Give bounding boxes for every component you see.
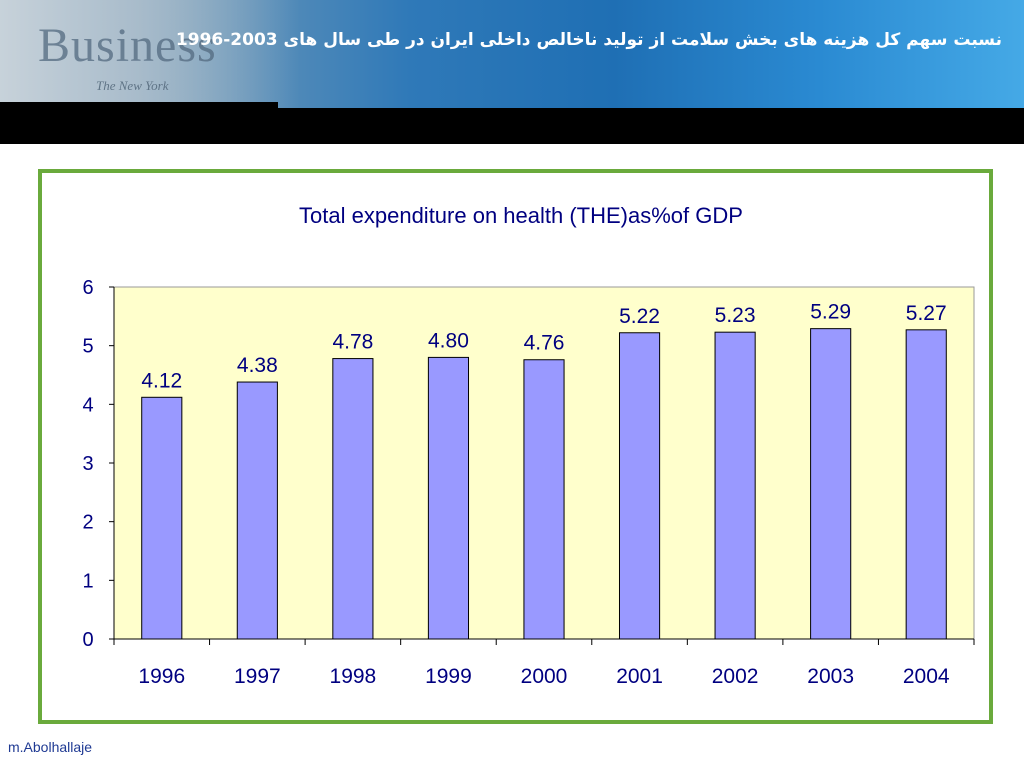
x-axis: 1996 1997 1998 1999 2000 2001 2002 2003 2004 [113,638,975,688]
bar [236,381,278,640]
banner-newspaper-image: Business The New York [0,0,300,108]
y-tick-label: 4 [82,394,93,416]
header-banner: Business The New York نسبت سهم کل هزینه … [0,0,1024,108]
y-axis: 0 1 2 3 4 5 6 [82,277,115,651]
bar [427,356,470,640]
footer-credit: m.Abolhallaje [8,739,93,755]
chart-title: Total expenditure on health (THE)as%of G… [299,203,743,228]
bar [141,396,183,640]
bar-value-label: 4.12 [141,369,182,392]
bar-value-label: 5.27 [906,302,947,325]
y-tick-label: 6 [82,277,93,299]
x-tick-label: 2002 [712,665,759,688]
chart-frame: Total expenditure on health (THE)as%of G… [38,169,993,724]
slide-title: نسبت سهم کل هزینه های بخش سلامت از تولید… [175,30,1002,50]
banner-logo-subtext: The New York [96,78,169,93]
value-labels: 4.12 4.38 4.78 4.80 4.76 5.22 5.23 5.29 5.27 [141,301,946,393]
x-tick-label: 1997 [234,665,281,688]
bar [714,331,756,640]
y-tick-label: 2 [82,512,93,534]
y-tick-label: 1 [82,570,93,592]
bar-value-label: 5.23 [715,304,756,327]
bars [141,328,947,640]
y-tick-label: 0 [82,629,93,651]
y-tick-label: 3 [82,453,93,475]
bar [332,358,374,640]
x-tick-label: 1996 [138,665,185,688]
bar-value-label: 4.76 [524,332,565,355]
bar-value-label: 4.80 [428,329,469,352]
bar-value-label: 4.38 [237,354,278,377]
header-band [0,108,1024,144]
bar [810,328,852,640]
x-tick-label: 2003 [807,665,854,688]
y-tick-label: 5 [82,336,93,358]
bar [905,329,947,640]
x-tick-label: 2001 [616,665,663,688]
x-tick-label: 2000 [521,665,568,688]
bar-value-label: 5.29 [810,301,851,324]
bar-chart: Total expenditure on health (THE)as%of G… [82,203,975,688]
bar [618,332,661,640]
x-tick-label: 2004 [903,665,950,688]
x-tick-label: 1999 [425,665,472,688]
x-tick-label: 1998 [330,665,377,688]
bar [523,359,565,640]
bar-value-label: 5.22 [619,305,660,328]
bar-value-label: 4.78 [332,331,373,354]
banner-logo-text: Business [38,19,217,72]
header-band-tab [0,102,278,108]
